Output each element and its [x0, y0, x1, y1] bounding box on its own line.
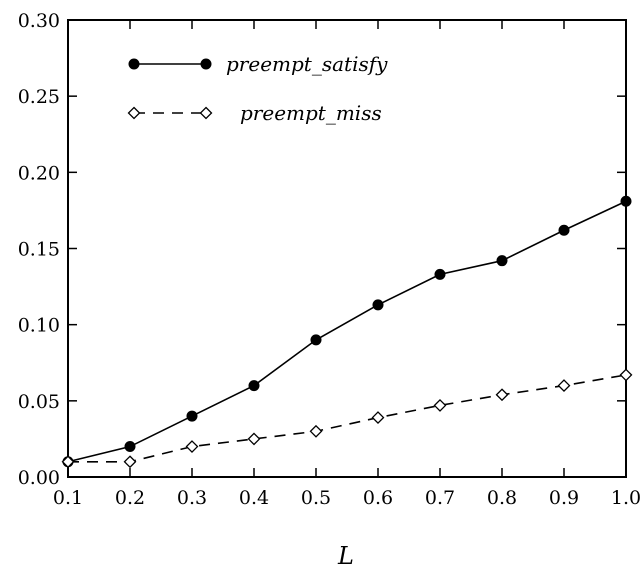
data-point [123, 455, 137, 469]
legend-marker-right [199, 106, 213, 120]
legend-entry: preempt_miss [127, 101, 382, 125]
legend: preempt_satisfy preempt_miss [127, 52, 388, 125]
x-tick-label: 0.5 [301, 487, 331, 509]
data-point [620, 195, 632, 207]
series-layer [61, 195, 633, 469]
data-point [185, 440, 199, 453]
data-point [247, 432, 261, 446]
data-point [371, 411, 385, 425]
y-tick-label: 0.30 [18, 10, 60, 32]
x-tick-label: 0.1 [53, 487, 83, 509]
series-line [67, 200, 627, 463]
y-tick-label: 0.15 [18, 239, 60, 261]
data-point [372, 299, 384, 311]
data-point [433, 398, 447, 412]
series-preempt-satisfy [62, 195, 632, 468]
data-point [558, 224, 570, 236]
data-point [619, 368, 633, 382]
legend-marker-left [128, 58, 140, 70]
data-point [557, 379, 571, 393]
data-point [61, 455, 75, 469]
x-tick-label: 0.6 [363, 487, 393, 509]
data-point [434, 268, 446, 280]
x-tick-label: 1.0 [611, 487, 641, 509]
series-line [68, 374, 627, 463]
x-tick-label: 0.3 [177, 487, 207, 509]
plot-border [67, 19, 627, 478]
legend-label: preempt_satisfy [226, 52, 388, 76]
legend-label: preempt_miss [240, 101, 382, 125]
x-tick-label: 0.7 [425, 487, 455, 509]
x-tick-label: 0.8 [487, 487, 517, 509]
y-tick-label: 0.05 [18, 391, 60, 413]
y-tick-label: 0.00 [18, 467, 60, 489]
x-axis-title: L [337, 542, 354, 570]
x-axis: 0.1 0.2 0.3 0.4 0.5 0.6 0.7 0.8 0.9 1.0 [53, 20, 641, 509]
data-point [310, 334, 322, 346]
data-point [495, 388, 509, 402]
data-point [248, 380, 260, 392]
data-point [309, 424, 323, 438]
y-tick-label: 0.20 [18, 162, 60, 184]
data-point [186, 410, 198, 422]
y-tick-label: 0.10 [18, 315, 60, 337]
data-point [496, 255, 508, 267]
y-axis: 0.00 0.05 0.10 0.15 0.20 0.25 0.30 [18, 10, 626, 489]
x-tick-label: 0.9 [549, 487, 579, 509]
data-point [124, 441, 136, 453]
x-tick-label: 0.2 [115, 487, 145, 509]
y-tick-label: 0.25 [18, 86, 60, 108]
legend-marker-right [200, 58, 212, 70]
plot-frame [67, 19, 627, 478]
x-tick-label: 0.4 [239, 487, 269, 509]
legend-entry: preempt_satisfy [128, 52, 388, 76]
series-preempt-miss [61, 368, 633, 469]
legend-marker-left [127, 106, 141, 120]
